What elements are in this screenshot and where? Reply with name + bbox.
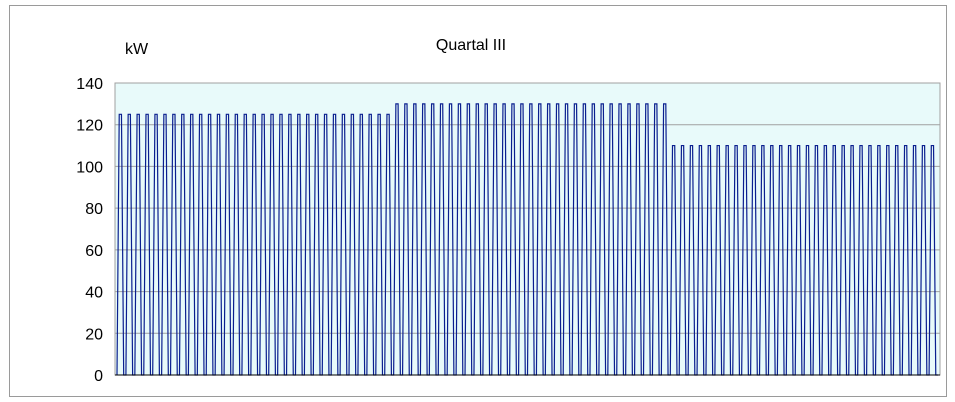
chart-title: Quartal III bbox=[436, 37, 506, 54]
y-tick-label: 140 bbox=[76, 76, 103, 93]
y-axis-ticks: 0 20 40 60 80 100 120 140 bbox=[76, 76, 103, 385]
y-tick-label: 20 bbox=[85, 326, 103, 343]
y-tick-label: 60 bbox=[85, 243, 103, 260]
chart-frame: 0 20 40 60 80 100 120 140 Quartal III kW bbox=[9, 5, 947, 397]
chart-svg: 0 20 40 60 80 100 120 140 Quartal III kW bbox=[76, 37, 941, 385]
y-tick-label: 120 bbox=[76, 118, 103, 135]
y-tick-label: 100 bbox=[76, 159, 103, 176]
y-tick-label: 40 bbox=[85, 285, 103, 302]
y-tick-label: 80 bbox=[85, 201, 103, 218]
y-axis-unit-label: kW bbox=[125, 41, 149, 58]
y-tick-label: 0 bbox=[94, 368, 103, 385]
